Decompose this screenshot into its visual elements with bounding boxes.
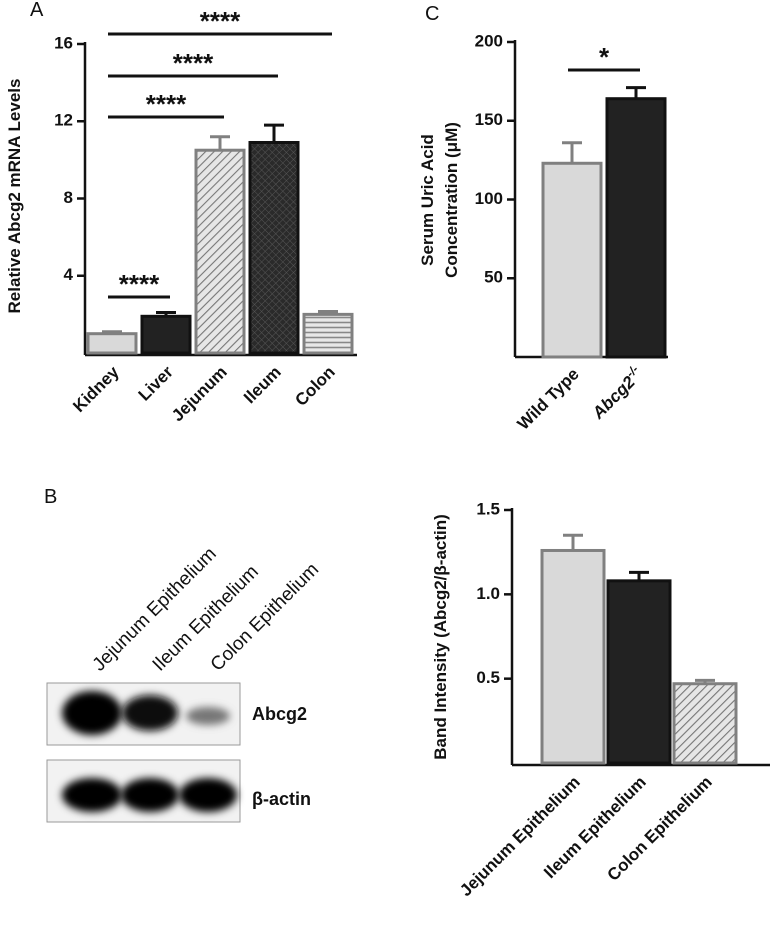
y-tick-label: 4 — [64, 265, 74, 284]
lane-label: Ileum Epithelium — [149, 561, 263, 675]
x-tick-label: Jejunum Epithelium — [456, 772, 584, 900]
significance-label: **** — [200, 6, 241, 36]
significance-label: **** — [146, 89, 187, 119]
x-tick-text: Wild Type — [514, 364, 583, 433]
y-tick-label: 8 — [64, 188, 73, 207]
y-tick-label: 12 — [54, 111, 73, 130]
blot-row-label: Abcg2 — [252, 704, 307, 724]
x-tick-label: Ileum — [240, 362, 285, 407]
y-axis-label: Serum Uric Acid — [418, 134, 437, 266]
x-tick-label: Kidney — [69, 362, 123, 416]
y-tick-label: 150 — [475, 110, 503, 129]
y-tick-label: 50 — [484, 268, 503, 287]
x-tick-text: Jejunum — [168, 362, 231, 425]
x-tick-text: Colon — [291, 362, 338, 409]
x-tick-label: Abcg2-/- — [586, 362, 647, 423]
y-tick-label: 200 — [475, 31, 503, 50]
significance-label: **** — [119, 269, 160, 299]
x-tick-text: Liver — [135, 362, 177, 404]
error-bar — [264, 123, 284, 143]
bar — [86, 332, 138, 355]
panel-label: C — [425, 3, 439, 25]
y-axis-label: Concentration (μM) — [442, 122, 461, 278]
y-axis-label: Relative Abcg2 mRNA Levels — [5, 79, 24, 314]
y-tick-label: 1.0 — [476, 584, 500, 603]
x-tick-label: Liver — [135, 362, 177, 404]
y-tick-label: 1.5 — [476, 499, 500, 518]
significance-label: * — [599, 42, 610, 72]
bar — [302, 312, 354, 355]
blot-strip — [46, 759, 241, 823]
bar — [140, 314, 192, 355]
significance-label: **** — [173, 48, 214, 78]
error-bar — [626, 86, 646, 99]
blot-strip — [46, 682, 241, 746]
panel-label: A — [30, 0, 44, 21]
x-tick-label: Jejunum — [168, 362, 231, 425]
bar — [672, 682, 738, 765]
y-axis-label: Band Intensity (Abcg2/β-actin) — [431, 514, 450, 760]
x-tick-label: Colon — [291, 362, 338, 409]
x-tick-text: Jejunum Epithelium — [456, 772, 584, 900]
error-bar — [562, 141, 582, 164]
panel-label: B — [44, 486, 57, 508]
blot-row-label: β-actin — [252, 789, 311, 809]
lane-label: Colon Epithelium — [207, 559, 323, 675]
bar — [248, 140, 300, 355]
x-tick-label: Wild Type — [514, 364, 583, 433]
x-tick-text: Kidney — [69, 362, 123, 416]
y-tick-label: 0.5 — [476, 668, 500, 687]
bar — [606, 579, 672, 765]
y-tick-label: 100 — [475, 189, 503, 208]
bar — [605, 97, 667, 359]
y-tick-label: 16 — [54, 33, 73, 52]
error-bar — [563, 533, 583, 551]
bar — [194, 148, 246, 355]
bar — [541, 161, 603, 359]
error-bar — [210, 135, 230, 151]
bar — [540, 548, 606, 765]
x-tick-text: Ileum — [240, 362, 285, 407]
